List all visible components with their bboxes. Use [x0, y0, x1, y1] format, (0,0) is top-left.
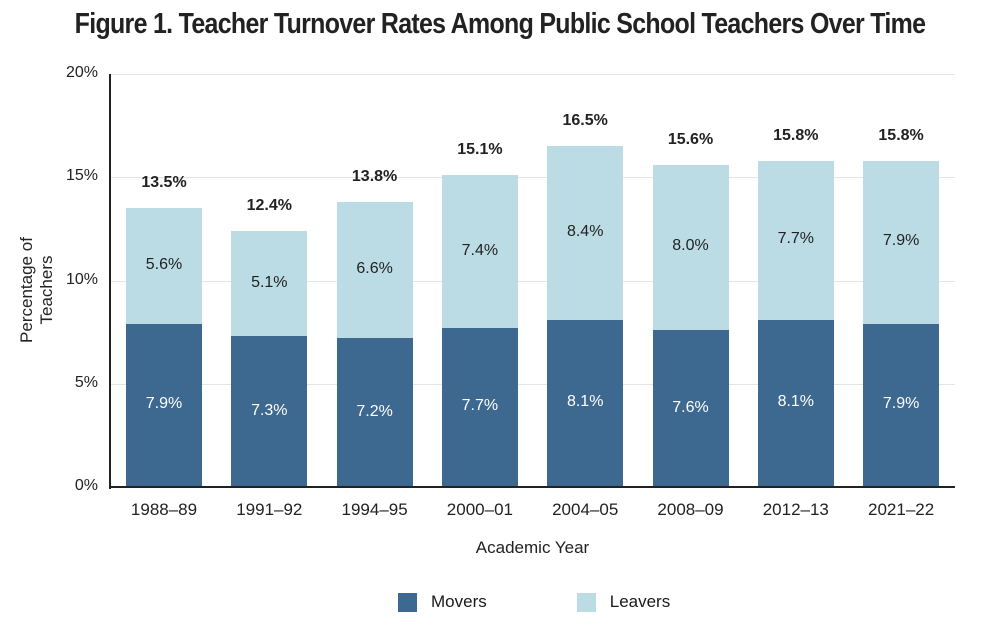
y-axis-label: Percentage of Teachers: [17, 237, 56, 343]
bar-segment-movers: [126, 323, 202, 487]
total-value-label: 15.8%: [773, 126, 819, 144]
bar-segment-leavers: [336, 202, 413, 339]
x-axis-label: Academic Year: [475, 538, 590, 557]
bar-segment-movers: [652, 330, 729, 487]
movers-value-label: 7.2%: [356, 402, 393, 420]
gridline: [110, 177, 955, 179]
leavers-value-label: 5.1%: [251, 273, 288, 291]
movers-value-label: 8.1%: [777, 393, 815, 411]
plot-area: 7.9% 5.6% 13.5% 7.3% 5.1% 12.4% 7.2% 6.6% 13.8% 7…: [110, 74, 955, 487]
movers-value-label: 7.6%: [672, 398, 709, 416]
legend-item-leavers: Leavers: [576, 592, 671, 612]
gridline: [110, 74, 955, 75]
bar-1991–92: 7.3% 5.1% 12.4%: [231, 74, 308, 487]
x-tick-label: 2000–01: [446, 500, 513, 519]
bar-segment-movers: [547, 319, 624, 487]
bar-segment-movers: [441, 327, 518, 487]
gridline: [110, 383, 955, 385]
bar-segment-movers: [863, 323, 940, 487]
bar-segment-leavers: [757, 160, 834, 320]
x-tick-label: 2008–09: [657, 500, 724, 519]
leavers-value-label: 7.7%: [777, 230, 815, 248]
total-value-label: 16.5%: [562, 112, 608, 130]
leavers-value-label: 8.0%: [672, 237, 709, 255]
bar-segment-leavers: [231, 230, 308, 337]
movers-value-label: 7.9%: [882, 395, 920, 413]
y-tick-label: 20%: [65, 64, 98, 81]
y-axis-line: [109, 74, 111, 489]
bar-1988–89: 7.9% 5.6% 13.5%: [126, 74, 202, 487]
movers-value-label: 7.7%: [461, 397, 499, 415]
leavers-value-label: 7.4%: [461, 241, 499, 259]
legend-label: Movers: [431, 592, 487, 611]
legend: Movers Leavers: [398, 592, 760, 612]
movers-value-label: 8.1%: [566, 393, 604, 411]
x-tick-label: 1988–89: [130, 500, 198, 519]
bar-2000–01: 7.7% 7.4% 15.1%: [441, 74, 518, 487]
x-axis-line: [109, 486, 955, 488]
bar-segment-movers: [231, 336, 308, 487]
bar-segment-leavers: [863, 160, 940, 324]
movers-value-label: 7.3%: [251, 401, 288, 419]
leavers-value-label: 7.9%: [882, 232, 920, 250]
bar-segment-leavers: [652, 164, 729, 331]
movers-swatch-icon: [398, 592, 417, 612]
bar-segment-leavers: [441, 175, 518, 328]
y-tick-label: 0%: [74, 477, 98, 494]
x-tick-label: 2012–13: [762, 500, 829, 519]
total-value-label: 12.4%: [246, 196, 292, 214]
bar-2021–22: 7.9% 7.9% 15.8%: [863, 74, 940, 487]
movers-value-label: 7.9%: [145, 395, 183, 413]
leavers-value-label: 5.6%: [145, 256, 183, 274]
bar-2008–09: 7.6% 8.0% 15.6%: [652, 74, 729, 487]
x-tick-label: 1991–92: [236, 500, 303, 519]
leavers-value-label: 6.6%: [356, 260, 393, 278]
x-tick-label: 2004–05: [552, 500, 619, 519]
y-tick-label: 10%: [65, 270, 98, 288]
total-value-label: 13.5%: [141, 174, 187, 192]
x-tick-label: 2021–22: [868, 500, 935, 519]
bar-2004–05: 8.1% 8.4% 16.5%: [547, 74, 624, 487]
legend-label: Leavers: [609, 592, 671, 611]
chart-title: Figure 1. Teacher Turnover Rates Among P…: [74, 8, 926, 40]
y-tick-label: 5%: [74, 373, 98, 391]
bar-2012–13: 8.1% 7.7% 15.8%: [757, 74, 834, 487]
bar-segment-movers: [336, 338, 413, 487]
total-value-label: 15.8%: [878, 126, 924, 144]
bar-segment-leavers: [126, 208, 202, 324]
bar-segment-leavers: [547, 146, 624, 320]
gridline: [110, 280, 955, 282]
total-value-label: 15.6%: [667, 130, 714, 148]
total-value-label: 15.1%: [457, 141, 503, 159]
y-tick-label: 15%: [65, 167, 98, 185]
total-value-label: 13.8%: [351, 168, 398, 186]
leavers-value-label: 8.4%: [566, 223, 604, 240]
bar-1994–95: 7.2% 6.6% 13.8%: [336, 74, 413, 487]
x-tick-label: 1994–95: [341, 500, 408, 519]
bar-segment-movers: [757, 319, 834, 487]
legend-item-movers: Movers: [398, 592, 487, 612]
leavers-swatch-icon: [576, 592, 596, 612]
